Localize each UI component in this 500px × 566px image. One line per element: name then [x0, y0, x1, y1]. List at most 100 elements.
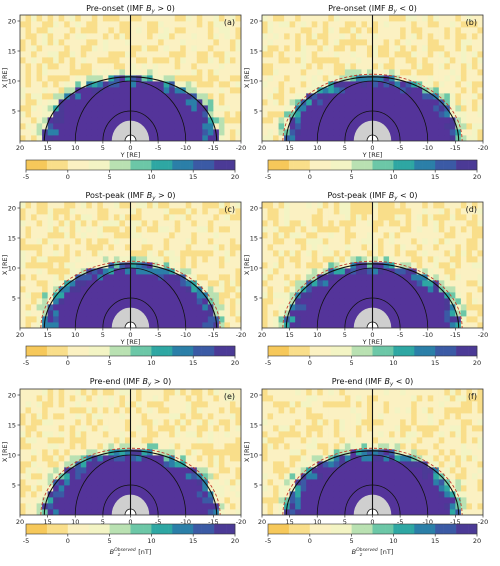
heatmap-cell: [36, 39, 43, 46]
heatmap-cell: [207, 226, 214, 233]
heatmap-cell: [355, 262, 362, 269]
heatmap-cell: [383, 304, 390, 311]
heatmap-cell: [207, 81, 214, 88]
heatmap-cell: [400, 286, 407, 293]
heatmap-cell: [267, 63, 274, 70]
heatmap-cell: [152, 479, 159, 486]
heatmap-cell: [449, 226, 456, 233]
heatmap-cell: [322, 431, 329, 438]
heatmap-cell: [158, 455, 165, 462]
heatmap-cell: [36, 449, 43, 456]
heatmap-cell: [460, 39, 467, 46]
heatmap-cell: [102, 45, 109, 52]
heatmap-cell: [218, 310, 225, 317]
heatmap-cell: [141, 286, 148, 293]
heatmap-cell: [449, 135, 456, 141]
heatmap-cell: [108, 425, 115, 432]
heatmap-cell: [169, 244, 176, 251]
heatmap-cell: [141, 117, 148, 124]
heatmap-cell: [152, 292, 159, 299]
heatmap-cell: [152, 117, 159, 124]
heatmap-cell: [300, 202, 307, 209]
heatmap-cell: [207, 75, 214, 82]
heatmap-cell: [284, 280, 291, 287]
heatmap-cell: [460, 27, 467, 34]
heatmap-cell: [438, 316, 445, 323]
x-tick-label: -10: [422, 331, 433, 339]
heatmap-cell: [158, 244, 165, 251]
heatmap-cell: [136, 298, 142, 305]
x-tick-label: 10: [313, 144, 321, 152]
heatmap-cell: [80, 45, 87, 52]
heatmap-cell: [141, 111, 148, 118]
heatmap-cell: [366, 262, 373, 269]
heatmap-cell: [213, 419, 220, 426]
heatmap-cell: [47, 473, 54, 480]
heatmap-cell: [80, 304, 87, 311]
colorbar-segment: [59, 524, 64, 534]
heatmap-cell: [224, 401, 231, 408]
heatmap-cell: [213, 87, 220, 94]
heatmap-cell: [64, 268, 71, 275]
heatmap-cell: [267, 497, 274, 504]
heatmap-cell: [229, 226, 236, 233]
heatmap-cell: [278, 123, 285, 130]
heatmap-cell: [91, 503, 98, 510]
heatmap-cell: [378, 93, 384, 100]
y-tick-label: 10: [8, 264, 16, 272]
heatmap-cell: [224, 21, 231, 28]
heatmap-cell: [471, 304, 478, 311]
heatmap-cell: [91, 443, 98, 450]
heatmap-cell: [113, 262, 120, 269]
heatmap-cell: [273, 75, 279, 82]
heatmap-cell: [130, 395, 137, 402]
heatmap-cell: [427, 63, 434, 70]
heatmap-cell: [361, 286, 368, 293]
heatmap-cell: [207, 69, 214, 76]
heatmap-cell: [416, 57, 423, 64]
heatmap-cell: [405, 286, 412, 293]
heatmap-cell: [433, 123, 440, 130]
colorbar-segment: [339, 160, 344, 170]
heatmap-cell: [224, 105, 231, 112]
heatmap-cell: [185, 298, 192, 305]
heatmap-cell: [113, 395, 120, 402]
heatmap-cell: [427, 226, 434, 233]
heatmap-cell: [102, 286, 109, 293]
heatmap-cell: [64, 39, 71, 46]
heatmap-cell: [273, 33, 279, 40]
heatmap-cell: [58, 310, 65, 317]
heatmap-cell: [427, 238, 434, 245]
heatmap-cell: [218, 45, 225, 52]
heatmap-cell: [152, 443, 159, 450]
heatmap-cell: [47, 316, 54, 323]
heatmap-cell: [47, 21, 54, 28]
heatmap-cell: [350, 232, 357, 239]
heatmap-cell: [229, 15, 236, 22]
heatmap-cell: [213, 51, 220, 58]
heatmap-cell: [350, 129, 357, 136]
colorbar-segment: [193, 346, 198, 356]
heatmap-cell: [36, 407, 43, 414]
colorbar-tick-label: 15: [431, 359, 439, 367]
heatmap-cell: [124, 202, 131, 209]
heatmap-cell: [113, 202, 120, 209]
heatmap-cell: [278, 21, 285, 28]
heatmap-cell: [372, 256, 379, 263]
heatmap-cell: [124, 220, 131, 227]
heatmap-cell: [350, 292, 357, 299]
heatmap-cell: [295, 111, 302, 118]
heatmap-cell: [163, 407, 170, 414]
heatmap-cell: [267, 389, 274, 396]
heatmap-cell: [163, 129, 170, 136]
heatmap-cell: [191, 395, 198, 402]
heatmap-cell: [185, 21, 192, 28]
heatmap-cell: [317, 395, 324, 402]
heatmap-cell: [394, 111, 401, 118]
heatmap-cell: [119, 27, 126, 34]
heatmap-cell: [229, 33, 236, 40]
heatmap-cell: [113, 244, 120, 251]
heatmap-cell: [147, 413, 153, 420]
colorbar-segment: [364, 160, 369, 170]
heatmap-cell: [152, 509, 159, 515]
